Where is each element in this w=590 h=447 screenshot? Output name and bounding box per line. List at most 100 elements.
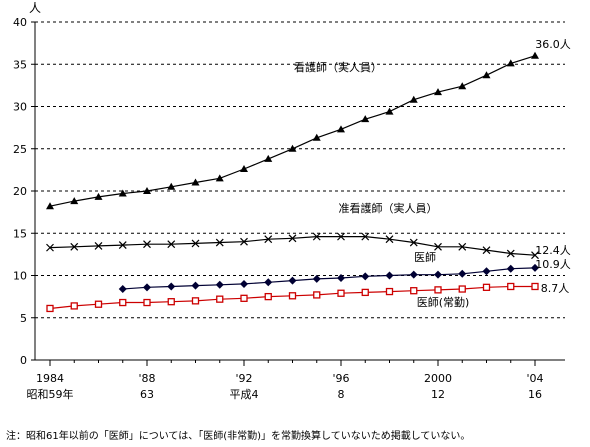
- data-point: [264, 154, 273, 162]
- series-line: [122, 267, 536, 290]
- series-end-value-label: 12.4人: [535, 244, 571, 257]
- y-tick-label: 10: [13, 270, 27, 283]
- series-name-label: 医師: [414, 251, 436, 264]
- data-point: [191, 178, 200, 186]
- data-point: [337, 125, 345, 133]
- data-point: [458, 285, 466, 293]
- data-point: [46, 202, 54, 210]
- data-point: [240, 279, 248, 288]
- data-point: [240, 294, 248, 302]
- data-point: [167, 182, 176, 190]
- data-point: [167, 282, 176, 291]
- data-point: [216, 295, 224, 303]
- data-point: [482, 246, 491, 255]
- x-tick-era-label: 平成4: [230, 388, 259, 401]
- data-point: [409, 270, 418, 279]
- data-point: [143, 240, 151, 249]
- data-point: [385, 235, 394, 244]
- data-point: [119, 298, 127, 307]
- data-point: [506, 249, 515, 258]
- data-point: [458, 242, 467, 251]
- data-point: [288, 292, 297, 300]
- data-point: [143, 187, 151, 194]
- series-name-label: 看護師（実人員）: [294, 60, 382, 74]
- data-point: [506, 264, 515, 273]
- series-line: [49, 55, 536, 207]
- data-point: [70, 242, 79, 251]
- data-point: [94, 242, 103, 250]
- data-point: [240, 165, 248, 173]
- data-point: [215, 280, 224, 289]
- data-point: [94, 192, 103, 200]
- data-point: [118, 285, 127, 294]
- x-tick-era-label: 63: [140, 388, 154, 401]
- data-point: [143, 283, 151, 292]
- data-point: [409, 95, 418, 103]
- y-axis-unit-label: 人: [29, 1, 41, 15]
- data-point: [312, 232, 321, 241]
- y-tick-label: 0: [20, 354, 27, 367]
- data-point: [288, 276, 297, 285]
- data-point: [361, 272, 370, 281]
- data-point: [70, 197, 79, 205]
- x-tick-label: 2000: [424, 372, 452, 385]
- data-point: [215, 238, 224, 247]
- x-tick-label: 1984: [36, 372, 64, 385]
- data-point: [434, 286, 442, 294]
- data-point: [361, 232, 370, 241]
- data-point: [337, 232, 345, 241]
- x-tick-label: '04: [526, 372, 543, 385]
- data-point: [410, 287, 418, 295]
- data-point: [94, 300, 103, 308]
- data-point: [313, 291, 321, 299]
- data-point: [264, 278, 273, 287]
- data-point: [506, 59, 515, 67]
- data-point: [118, 241, 127, 250]
- data-point: [337, 289, 345, 297]
- y-tick-label: 30: [13, 101, 27, 114]
- data-point: [312, 133, 321, 141]
- line-chart: 0 5 10 15 20 25 30 35 40 1984 昭和59年 '88 63 '92 平成4 '96…: [13, 1, 571, 401]
- x-axis-ticks: 1984 昭和59年 '88 63 '92 平成4 '96 8 2000 12 '04 16: [27, 360, 544, 401]
- series-diamond: [118, 263, 539, 294]
- x-tick-era-label: 8: [338, 388, 345, 401]
- series-end-value-label: 10.9人: [535, 258, 571, 271]
- data-point: [361, 288, 369, 297]
- x-tick-label: '96: [332, 372, 349, 385]
- data-point: [288, 144, 297, 152]
- y-tick-label: 15: [13, 227, 27, 240]
- data-point: [434, 88, 442, 96]
- x-tick-era-label: 昭和59年: [27, 387, 74, 401]
- gridlines: [35, 21, 565, 319]
- data-point: [215, 174, 224, 182]
- data-point: [385, 287, 394, 296]
- data-point: [434, 270, 442, 279]
- y-tick-label: 5: [20, 312, 27, 325]
- data-point: [240, 237, 248, 246]
- x-tick-label: '88: [138, 372, 155, 385]
- series-x: [46, 232, 539, 260]
- data-point: [143, 298, 151, 307]
- data-point: [312, 274, 321, 283]
- footnote: 注：昭和61年以前の「医師」については、「医師(非常勤)」を常勤換算していないた…: [6, 431, 471, 442]
- data-point: [458, 269, 467, 278]
- data-point: [167, 298, 175, 306]
- data-point: [531, 51, 539, 59]
- data-point: [531, 263, 539, 272]
- data-point: [434, 242, 442, 251]
- data-point: [191, 281, 200, 290]
- y-tick-label: 25: [13, 143, 27, 156]
- series-end-value-label: 8.7人: [541, 282, 570, 295]
- y-tick-label: 35: [13, 58, 27, 71]
- data-point: [458, 82, 467, 90]
- data-point: [191, 297, 200, 305]
- data-point: [288, 234, 297, 243]
- y-axis-ticks: 0 5 10 15 20 25 30 35 40: [13, 16, 35, 367]
- data-point: [409, 238, 418, 247]
- series-end-value-label: 36.0人: [535, 38, 571, 51]
- x-tick-era-label: 12: [431, 388, 445, 401]
- data-point: [361, 115, 370, 123]
- x-tick-era-label: 16: [528, 388, 542, 401]
- data-point: [337, 274, 345, 283]
- data-point: [507, 282, 515, 291]
